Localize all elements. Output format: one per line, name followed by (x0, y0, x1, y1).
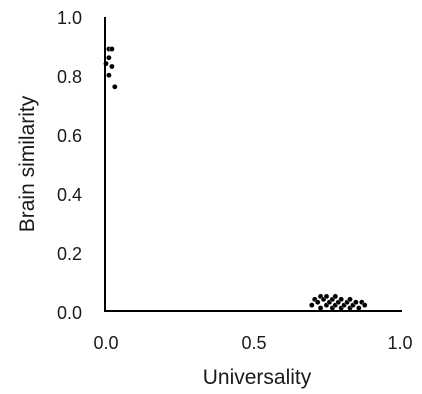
data-point (353, 299, 359, 306)
y-tick-labels: 0.0 0.2 0.4 0.6 0.8 1.0 (57, 8, 82, 323)
data-point (106, 72, 112, 78)
data-point (308, 302, 315, 308)
data-point (112, 84, 118, 90)
data-point (347, 296, 353, 303)
data-point (109, 63, 115, 70)
x-tick-label: 1.0 (387, 333, 412, 353)
x-axis-title: Universality (203, 366, 312, 389)
y-tick-label: 0.0 (57, 303, 82, 323)
x-tick-label: 0.0 (93, 333, 118, 353)
data-point (106, 54, 112, 61)
data-point (355, 305, 362, 311)
data-point (338, 296, 345, 303)
x-tick-label: 0.5 (241, 333, 266, 353)
data-point (314, 299, 321, 306)
points-layer (103, 46, 368, 311)
data-point (323, 293, 330, 300)
y-tick-label: 0.2 (57, 244, 82, 264)
data-point (361, 302, 368, 308)
y-tick-label: 0.4 (57, 185, 82, 205)
y-tick-label: 0.6 (57, 126, 82, 146)
data-point (109, 46, 115, 52)
y-axis-title: Brain similarity (16, 95, 39, 232)
data-point (317, 305, 324, 311)
y-tick-label: 0.8 (57, 67, 82, 87)
y-tick-label: 1.0 (57, 8, 82, 28)
data-point (332, 293, 339, 300)
x-tick-labels: 0.0 0.5 1.0 (93, 333, 412, 353)
